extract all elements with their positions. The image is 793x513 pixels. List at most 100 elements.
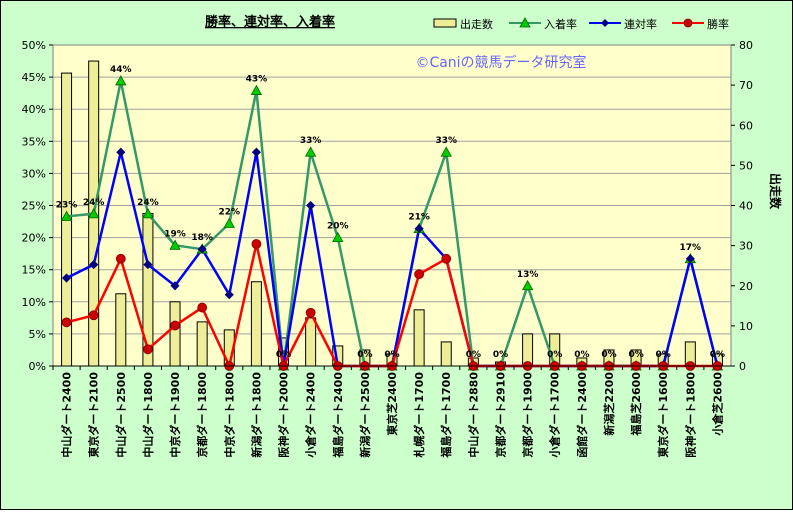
y-axis-right-label: 出走数 bbox=[768, 173, 783, 210]
place-data-label: 24% bbox=[137, 198, 159, 208]
place-data-label: 33% bbox=[300, 136, 322, 146]
bar bbox=[196, 321, 208, 367]
x-tick-label: 中京ダート1800 bbox=[222, 372, 236, 458]
place-data-label: 0% bbox=[628, 350, 643, 360]
place-marker bbox=[142, 208, 154, 219]
x-tick-label: 中京ダート1900 bbox=[168, 372, 182, 458]
place-data-label: 0% bbox=[710, 350, 725, 360]
x-tick-label: 福島ダート2400 bbox=[331, 372, 345, 459]
rentai-marker bbox=[224, 290, 234, 300]
place-data-label: 18% bbox=[191, 233, 213, 243]
y-axis-right: 0 10 20 30 40 50 60 70 80 bbox=[731, 39, 753, 373]
rentai-marker bbox=[143, 259, 153, 270]
x-tick-label: 京都ダート1900 bbox=[521, 372, 535, 458]
place-data-label: 13% bbox=[517, 270, 539, 280]
rentai-marker bbox=[414, 224, 424, 234]
legend-rentai-label: 連対率 bbox=[624, 17, 657, 31]
place-data-label: 0% bbox=[601, 350, 616, 360]
place-marker bbox=[169, 239, 181, 250]
legend-rentai-marker bbox=[601, 19, 609, 27]
y-left-tick-label: 25% bbox=[22, 200, 46, 213]
x-tick-label: 東京ダート1600 bbox=[656, 372, 670, 458]
place-data-label: 20% bbox=[327, 222, 349, 232]
legend-bar-label: 出走数 bbox=[460, 17, 493, 31]
x-tick-label: 新潟ダート2500 bbox=[358, 372, 372, 458]
x-tick-label: 京都ダート1800 bbox=[195, 372, 209, 458]
y-left-tick-label: 45% bbox=[22, 71, 46, 84]
x-tick-label: 阪神ダート2000 bbox=[277, 372, 291, 458]
place-marker bbox=[250, 84, 263, 95]
place-data-label: 22% bbox=[219, 207, 241, 217]
rentai-marker bbox=[251, 147, 261, 157]
place-marker bbox=[60, 210, 73, 221]
win-marker bbox=[88, 310, 99, 321]
x-tick-label: 京都ダート2910 bbox=[493, 372, 507, 458]
y-left-tick-label: 50% bbox=[22, 39, 46, 52]
win-marker bbox=[143, 344, 153, 355]
place-data-label: 0% bbox=[357, 350, 372, 360]
bar bbox=[413, 309, 425, 367]
markers-group bbox=[60, 75, 724, 371]
x-tick-label: 東京ダート2100 bbox=[87, 372, 101, 458]
place-marker bbox=[115, 75, 127, 86]
x-tick-label: 東京芝2400 bbox=[385, 372, 399, 436]
win-marker bbox=[251, 239, 262, 249]
place-data-label: 0% bbox=[493, 350, 508, 360]
chart-title: 勝率、連対率、入着率 bbox=[205, 14, 335, 30]
x-tick-label: 小倉ダート2400 bbox=[304, 372, 318, 459]
y-right-tick-label: 10 bbox=[739, 320, 753, 333]
y-left-tick-label: 10% bbox=[22, 296, 46, 309]
legend-win-label: 勝率 bbox=[707, 17, 729, 31]
place-data-label: 21% bbox=[408, 213, 430, 223]
bar bbox=[169, 301, 181, 367]
y-left-tick-label: 15% bbox=[22, 264, 46, 277]
legend-place-marker bbox=[519, 17, 531, 28]
x-tick-label: 中山ダート2500 bbox=[114, 372, 128, 458]
x-tick-label: 福島ダート1700 bbox=[439, 372, 453, 459]
place-marker bbox=[332, 231, 344, 243]
legend-bar-swatch bbox=[433, 18, 457, 28]
place-data-label: 24% bbox=[83, 198, 105, 208]
rentai-marker bbox=[116, 147, 126, 157]
y-right-tick-label: 40 bbox=[739, 200, 753, 213]
bar bbox=[115, 293, 127, 367]
y-right-tick-label: 20 bbox=[739, 280, 753, 293]
place-data-label: 43% bbox=[246, 75, 268, 85]
legend: 出走数 入着率 連対率 勝率 bbox=[433, 17, 729, 31]
win-marker bbox=[61, 317, 72, 328]
x-tick-label: 阪神ダート1800 bbox=[683, 372, 697, 458]
place-data-label: 17% bbox=[680, 243, 702, 253]
place-marker bbox=[223, 217, 235, 228]
x-tick-label: 中山ダート2400 bbox=[60, 372, 74, 458]
place-data-label: 33% bbox=[435, 136, 457, 146]
bar bbox=[305, 317, 317, 367]
win-marker bbox=[170, 320, 180, 331]
place-data-label: 0% bbox=[656, 350, 671, 360]
win-marker bbox=[305, 307, 316, 318]
y-right-tick-label: 0 bbox=[739, 360, 746, 373]
win-marker bbox=[115, 253, 126, 264]
grid-lines bbox=[53, 76, 731, 335]
x-tick-label: 中山ダート2880 bbox=[466, 372, 480, 458]
bar bbox=[250, 281, 262, 367]
y-left-tick-label: 30% bbox=[22, 167, 46, 180]
x-tick-label: 中山ダート1800 bbox=[141, 372, 155, 458]
y-left-tick-label: 5% bbox=[29, 328, 46, 341]
rentai-marker bbox=[89, 259, 99, 270]
y-right-tick-label: 30 bbox=[739, 240, 753, 253]
y-left-tick-label: 0% bbox=[29, 360, 46, 373]
win-marker bbox=[197, 302, 208, 313]
bar bbox=[440, 341, 452, 367]
place-marker bbox=[521, 279, 534, 291]
x-tick-label: 新潟ダート1800 bbox=[249, 372, 263, 458]
legend-win-marker bbox=[683, 18, 693, 28]
watermark: ©Caniの競馬データ研究室 bbox=[415, 54, 586, 71]
y-right-tick-label: 50 bbox=[739, 159, 753, 172]
win-marker bbox=[414, 269, 425, 280]
y-left-tick-label: 20% bbox=[22, 232, 46, 245]
x-tick-label: 小倉芝2600 bbox=[710, 372, 724, 437]
place-data-label: 19% bbox=[164, 229, 186, 239]
rentai-marker bbox=[197, 244, 207, 254]
legend-place-label: 入着率 bbox=[544, 17, 577, 31]
